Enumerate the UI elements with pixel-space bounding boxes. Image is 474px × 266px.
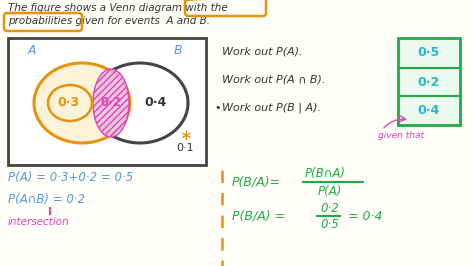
Ellipse shape — [34, 63, 130, 143]
Text: 0·3: 0·3 — [57, 97, 79, 110]
Text: = 0·4: = 0·4 — [348, 210, 383, 222]
Text: B: B — [173, 44, 182, 56]
Text: The figure shows a Venn diagram with the: The figure shows a Venn diagram with the — [8, 3, 228, 13]
Text: 0·1: 0·1 — [176, 143, 194, 153]
Text: Work out P(A ∩ B).: Work out P(A ∩ B). — [222, 75, 325, 85]
Text: P(B/A) =: P(B/A) = — [232, 210, 285, 222]
Text: 0·2: 0·2 — [320, 202, 339, 214]
Text: A: A — [28, 44, 36, 56]
Text: P(A): P(A) — [318, 185, 342, 197]
Text: probabilities given for events  A and B.: probabilities given for events A and B. — [8, 16, 210, 26]
Text: P(A) = 0·3+0·2 = 0·5: P(A) = 0·3+0·2 = 0·5 — [8, 172, 133, 185]
Text: 0·2: 0·2 — [418, 76, 440, 89]
Ellipse shape — [93, 69, 129, 137]
Bar — [8, 38, 206, 165]
Text: 0·5: 0·5 — [418, 47, 440, 60]
Text: Work out P(B | A).: Work out P(B | A). — [222, 103, 321, 113]
Text: P(B∩A): P(B∩A) — [305, 168, 346, 181]
Text: 0·5: 0·5 — [320, 218, 339, 231]
Text: 0·4: 0·4 — [418, 105, 440, 118]
Text: P(B/A)=: P(B/A)= — [232, 176, 281, 189]
Ellipse shape — [92, 63, 188, 143]
Text: ∗: ∗ — [179, 127, 191, 143]
Text: given that: given that — [378, 131, 424, 140]
Text: intersection: intersection — [8, 217, 70, 227]
Text: 0·2: 0·2 — [100, 97, 121, 110]
Text: •: • — [214, 103, 220, 113]
Text: 0·4: 0·4 — [145, 97, 167, 110]
Text: Work out P(A).: Work out P(A). — [222, 47, 302, 57]
Text: P(A∩B) = 0·2: P(A∩B) = 0·2 — [8, 193, 85, 206]
Bar — [398, 38, 460, 125]
